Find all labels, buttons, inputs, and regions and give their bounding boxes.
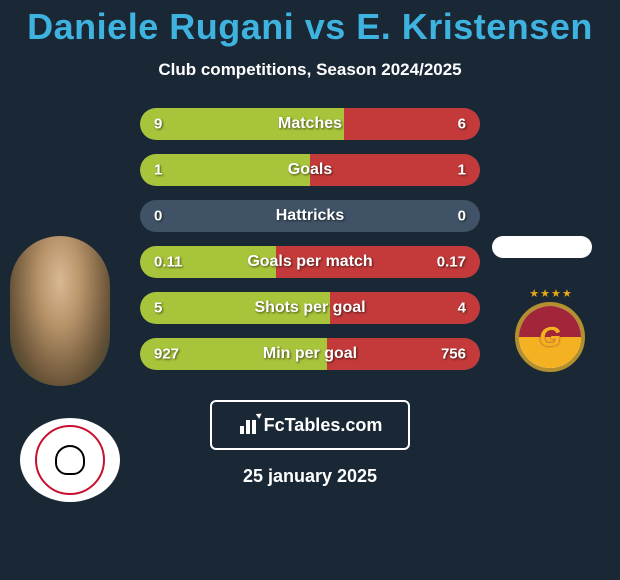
stat-label: Goals per match xyxy=(140,253,480,271)
stat-row: 00Hattricks xyxy=(140,200,480,232)
galatasaray-logo-icon: G xyxy=(515,302,585,372)
stat-label: Min per goal xyxy=(140,345,480,363)
stat-label: Shots per goal xyxy=(140,299,480,317)
stat-row: 927756Min per goal xyxy=(140,338,480,370)
fctables-logo: FcTables.com xyxy=(210,400,410,450)
bar-chart-icon xyxy=(238,414,260,436)
fctables-text: FcTables.com xyxy=(264,415,383,436)
stat-label: Goals xyxy=(140,161,480,179)
club-logo-right: ★ ★ ★ ★ G xyxy=(500,286,600,372)
comparison-title: Daniele Rugani vs E. Kristensen xyxy=(0,0,620,48)
club-logo-left xyxy=(20,418,120,502)
stat-row: 11Goals xyxy=(140,154,480,186)
player-left-photo xyxy=(10,236,110,386)
stat-label: Matches xyxy=(140,115,480,133)
stats-area: ★ ★ ★ ★ G 96Matches 11Goals 00Hattricks 0.1… xyxy=(0,108,620,388)
stat-row: 0.110.17Goals per match xyxy=(140,246,480,278)
stars-icon: ★ ★ ★ ★ xyxy=(529,287,571,300)
stat-label: Hattricks xyxy=(140,207,480,225)
player-right-photo xyxy=(492,236,592,258)
comparison-subtitle: Club competitions, Season 2024/2025 xyxy=(0,60,620,80)
stat-row: 96Matches xyxy=(140,108,480,140)
stat-row: 54Shots per goal xyxy=(140,292,480,324)
ajax-logo-icon xyxy=(35,425,105,495)
stat-bars: 96Matches 11Goals 00Hattricks 0.110.17Goals… xyxy=(140,108,480,384)
